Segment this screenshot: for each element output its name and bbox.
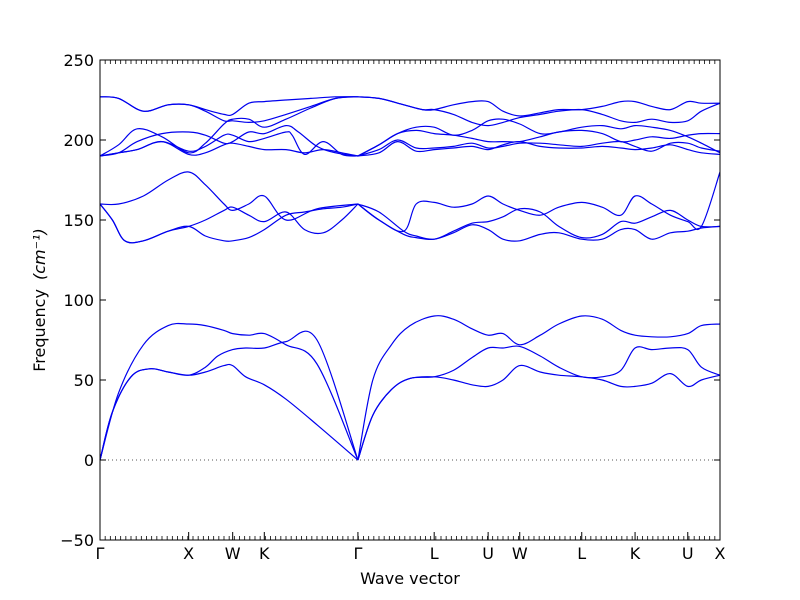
band-line-14 bbox=[99, 96, 358, 124]
band-line-5 bbox=[357, 364, 721, 461]
y-tick-label-5: 200 bbox=[63, 131, 94, 150]
band-line-18 bbox=[99, 140, 359, 157]
band-line-16 bbox=[99, 124, 359, 157]
x-tick-label-5: L bbox=[430, 544, 439, 563]
y-tick-label-4: 150 bbox=[63, 211, 94, 230]
band-line-12 bbox=[357, 203, 721, 242]
x-tick-label-9: K bbox=[630, 544, 641, 563]
x-tick-label-7: W bbox=[512, 544, 528, 563]
band-line-13 bbox=[99, 96, 358, 117]
minor-ticks bbox=[99, 60, 721, 540]
y-axis-label-text: Frequency bbox=[30, 289, 49, 372]
band-line-19 bbox=[357, 96, 721, 117]
band-lines bbox=[99, 96, 721, 461]
band-line-15 bbox=[99, 96, 358, 157]
band-line-3 bbox=[99, 322, 359, 461]
x-tick-label-1: X bbox=[183, 544, 194, 563]
band-line-6 bbox=[357, 315, 721, 461]
band-line-20 bbox=[357, 96, 721, 127]
x-axis-label: Wave vector bbox=[360, 569, 460, 588]
y-tick-label-1: 0 bbox=[84, 451, 94, 470]
band-line-1 bbox=[99, 363, 359, 461]
x-tick-label-0: Γ bbox=[96, 544, 105, 563]
band-line-11 bbox=[357, 203, 721, 240]
band-line-10 bbox=[357, 171, 721, 233]
x-tick-label-10: U bbox=[682, 544, 694, 563]
x-tick-label-8: L bbox=[577, 544, 586, 563]
y-axis-label-unit: (cm⁻¹) bbox=[30, 228, 49, 280]
band-line-22 bbox=[357, 129, 721, 157]
x-tick-label-3: K bbox=[259, 544, 270, 563]
band-line-9 bbox=[99, 203, 359, 244]
band-line-4 bbox=[357, 345, 721, 461]
y-tick-label-2: 50 bbox=[74, 371, 94, 390]
y-tick-label-6: 250 bbox=[63, 51, 94, 70]
x-tick-label-6: U bbox=[482, 544, 494, 563]
x-tick-label-11: X bbox=[715, 544, 726, 563]
y-axis-label: Frequency (cm⁻¹) bbox=[30, 228, 49, 371]
x-tick-label-4: Γ bbox=[353, 544, 362, 563]
y-tick-label-0: −50 bbox=[60, 531, 94, 550]
x-tick-label-2: W bbox=[225, 544, 241, 563]
band-line-24 bbox=[357, 140, 721, 157]
y-axis: −50 0 50 100 150 200 250 bbox=[60, 51, 720, 550]
y-tick-label-3: 100 bbox=[63, 291, 94, 310]
band-line-23 bbox=[357, 139, 721, 157]
band-line-7 bbox=[99, 171, 358, 221]
band-line-2 bbox=[99, 330, 359, 461]
band-line-21 bbox=[357, 118, 721, 157]
plot-frame bbox=[99, 59, 721, 541]
